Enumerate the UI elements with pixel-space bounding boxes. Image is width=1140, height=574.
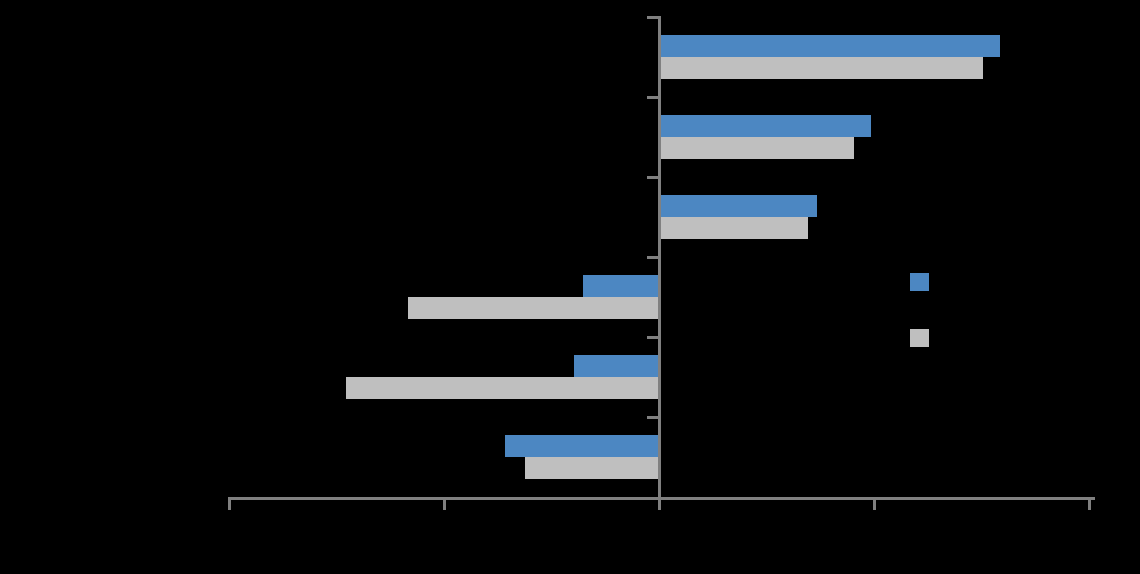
value-axis-tick-2 (658, 497, 661, 510)
legend-swatch-series-gray (910, 329, 929, 347)
legend-swatch-series-blue (910, 273, 929, 291)
bar-series-gray-category-3 (408, 297, 660, 319)
value-axis-tick-3 (873, 497, 876, 510)
value-axis-tick-4 (1088, 497, 1091, 510)
bar-series-blue-category-1 (660, 115, 871, 137)
bar-series-blue-category-2 (660, 195, 817, 217)
value-axis-tick-1 (443, 497, 446, 510)
category-axis-tick-5 (647, 416, 658, 419)
bar-series-blue-category-5 (505, 435, 660, 457)
bar-series-blue-category-4 (574, 355, 660, 377)
bar-series-gray-category-0 (660, 57, 983, 79)
category-axis-tick-1 (647, 96, 658, 99)
category-axis-tick-3 (647, 256, 658, 259)
value-axis-tick-0 (228, 497, 231, 510)
bar-series-blue-category-3 (582, 275, 660, 297)
bar-series-gray-category-1 (660, 137, 854, 159)
bar-series-gray-category-2 (660, 217, 809, 239)
value-axis-line (228, 497, 1095, 500)
category-axis-tick-2 (647, 176, 658, 179)
bar-series-gray-category-4 (346, 377, 660, 399)
category-axis-tick-4 (647, 336, 658, 339)
bar-series-blue-category-0 (660, 35, 1000, 57)
category-axis-line (658, 16, 661, 500)
bar-series-gray-category-5 (524, 457, 660, 479)
category-axis-tick-0 (647, 16, 658, 19)
